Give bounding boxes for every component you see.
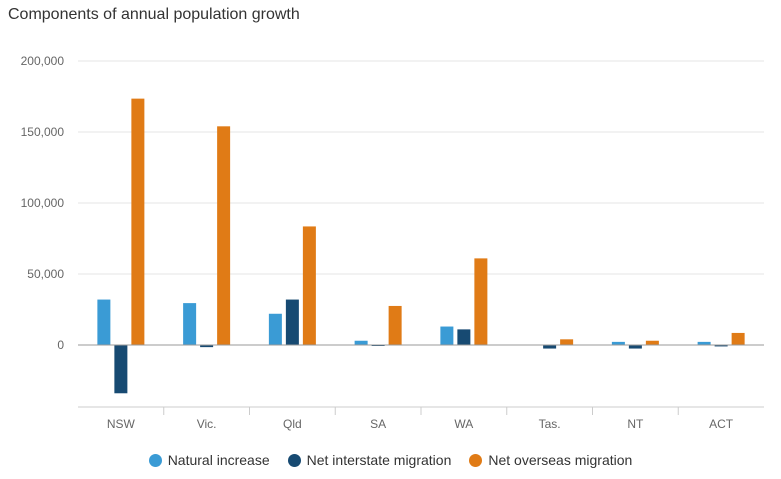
- y-tick-label: 200,000: [21, 54, 65, 68]
- legend-swatch-icon: [148, 453, 162, 467]
- bar-nsw-net-interstate-migration[interactable]: [114, 345, 128, 394]
- bar-sa-natural-increase[interactable]: [354, 340, 368, 345]
- bar-act-net-interstate-migration[interactable]: [714, 345, 728, 347]
- bar-wa-natural-increase[interactable]: [440, 326, 454, 345]
- x-tick-label: Vic.: [197, 417, 217, 431]
- bar-qld-net-interstate-migration[interactable]: [285, 299, 299, 345]
- x-tick-label: ACT: [709, 417, 734, 431]
- x-tick-label: NT: [627, 417, 644, 431]
- bar-wa-net-overseas-migration[interactable]: [474, 258, 488, 345]
- legend-item-natural-increase[interactable]: Natural increase: [148, 452, 270, 468]
- bar-nsw-natural-increase[interactable]: [97, 299, 111, 345]
- bar-nt-natural-increase[interactable]: [611, 341, 625, 345]
- legend-swatch-icon: [287, 453, 301, 467]
- x-tick-label: Tas.: [539, 417, 561, 431]
- chart-title: Components of annual population growth: [8, 6, 300, 23]
- y-tick-label: 50,000: [27, 267, 64, 281]
- x-tick-label: SA: [370, 417, 386, 431]
- bar-sa-net-overseas-migration[interactable]: [388, 305, 402, 345]
- grid-lines: [78, 60, 764, 275]
- x-tick-label: Qld: [283, 417, 302, 431]
- chart-legend: Natural increase Net interstate migration…: [0, 452, 781, 468]
- bar-vic-net-overseas-migration[interactable]: [217, 126, 231, 345]
- bar-nsw-net-overseas-migration[interactable]: [131, 98, 145, 345]
- y-tick-label: 150,000: [21, 125, 65, 139]
- bar-act-net-overseas-migration[interactable]: [731, 332, 745, 345]
- bar-nt-net-overseas-migration[interactable]: [645, 340, 659, 345]
- legend-swatch-icon: [469, 453, 483, 467]
- legend-item-net-interstate-migration[interactable]: Net interstate migration: [287, 452, 452, 468]
- bar-act-natural-increase[interactable]: [697, 341, 711, 345]
- bar-chart: 0 50,000 100,000 150,000 200,000 NSW Vic. Qld SA…: [21, 54, 764, 431]
- legend-label: Net interstate migration: [306, 452, 452, 468]
- legend-item-net-overseas-migration[interactable]: Net overseas migration: [469, 452, 632, 468]
- bar-tas-net-interstate-migration[interactable]: [543, 345, 557, 349]
- y-tick-label: 100,000: [21, 196, 65, 210]
- axes: 0 50,000 100,000 150,000 200,000 NSW Vic. Qld SA…: [21, 54, 764, 431]
- bars: [97, 98, 745, 394]
- bar-wa-net-interstate-migration[interactable]: [457, 329, 471, 345]
- bar-nt-net-interstate-migration[interactable]: [628, 345, 642, 349]
- bar-vic-natural-increase[interactable]: [183, 303, 197, 345]
- x-tick-label: NSW: [107, 417, 136, 431]
- bar-vic-net-interstate-migration[interactable]: [200, 345, 214, 348]
- bar-tas-net-overseas-migration[interactable]: [560, 339, 574, 345]
- bar-qld-net-overseas-migration[interactable]: [302, 226, 316, 345]
- bar-qld-natural-increase[interactable]: [268, 313, 282, 345]
- x-tick-label: WA: [454, 417, 473, 431]
- y-tick-label: 0: [57, 338, 64, 352]
- legend-label: Natural increase: [167, 452, 270, 468]
- legend-label: Net overseas migration: [488, 452, 633, 468]
